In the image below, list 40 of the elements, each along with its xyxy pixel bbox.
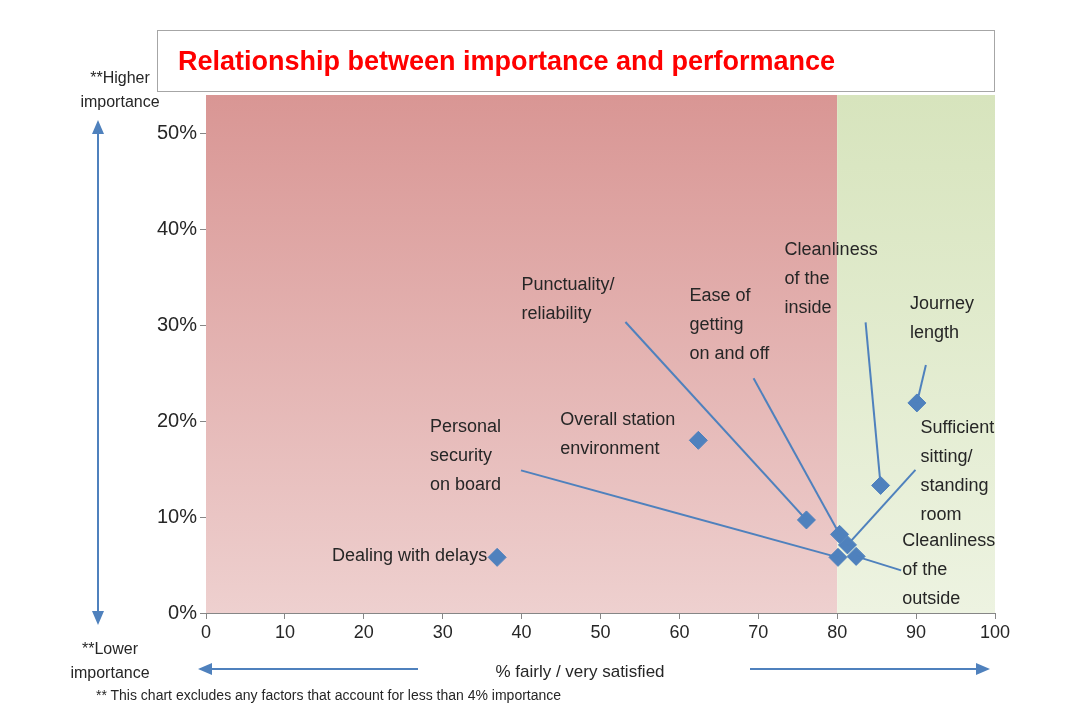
- annotation: Cleanliness of the inside: [784, 239, 878, 318]
- y-tick-label: 20%: [156, 408, 198, 431]
- text: ** This chart excludes any factors that account for less than 4% importance: [96, 686, 563, 705]
- y-tick-label: 30%: [156, 312, 198, 335]
- point: [828, 547, 848, 567]
- y-tick-label: 40%: [156, 216, 198, 239]
- y-tick-label: 10%: [156, 504, 198, 527]
- point: [846, 546, 866, 566]
- annotation: Journey length: [909, 292, 974, 342]
- x-tick-label: 10: [274, 621, 295, 642]
- x-tick-label: 80: [827, 621, 848, 642]
- x-tick-label: 100: [979, 621, 1011, 642]
- point: [796, 510, 816, 530]
- x-tick-label: 50: [590, 621, 611, 642]
- x-axis-title: % fairly / very satisfied: [494, 662, 666, 682]
- annotation: Dealing with delays: [332, 545, 488, 566]
- point: [871, 475, 891, 495]
- annotation: Overall station environment: [560, 409, 676, 459]
- y-tick-label: 0%: [168, 600, 198, 623]
- annotation: Ease of getting on and off: [689, 285, 771, 364]
- text: **Lower importance: [69, 639, 151, 683]
- point: [907, 393, 927, 413]
- annotation: Sufficient sitting/ standing room: [920, 416, 995, 524]
- annotation: Personal security on board: [429, 416, 502, 495]
- x-tick-label: 0: [200, 621, 212, 642]
- point: [688, 430, 708, 450]
- point: [837, 535, 857, 555]
- point: [830, 524, 850, 544]
- chart-title: Relationship between importance and performance: [178, 45, 836, 77]
- x-tick-label: 70: [748, 621, 769, 642]
- x-tick-label: 20: [353, 621, 374, 642]
- point: [487, 547, 507, 567]
- x-tick-label: 60: [669, 621, 690, 642]
- annotation: Cleanliness of the outside: [902, 530, 996, 609]
- x-tick-label: 40: [511, 621, 532, 642]
- y-tick-label: 50%: [156, 120, 198, 143]
- text: **Higher importance: [80, 69, 160, 110]
- x-tick-label: 30: [432, 621, 453, 642]
- x-tick-label: 90: [906, 621, 927, 642]
- annotation: Punctuality/ reliability: [521, 273, 615, 323]
